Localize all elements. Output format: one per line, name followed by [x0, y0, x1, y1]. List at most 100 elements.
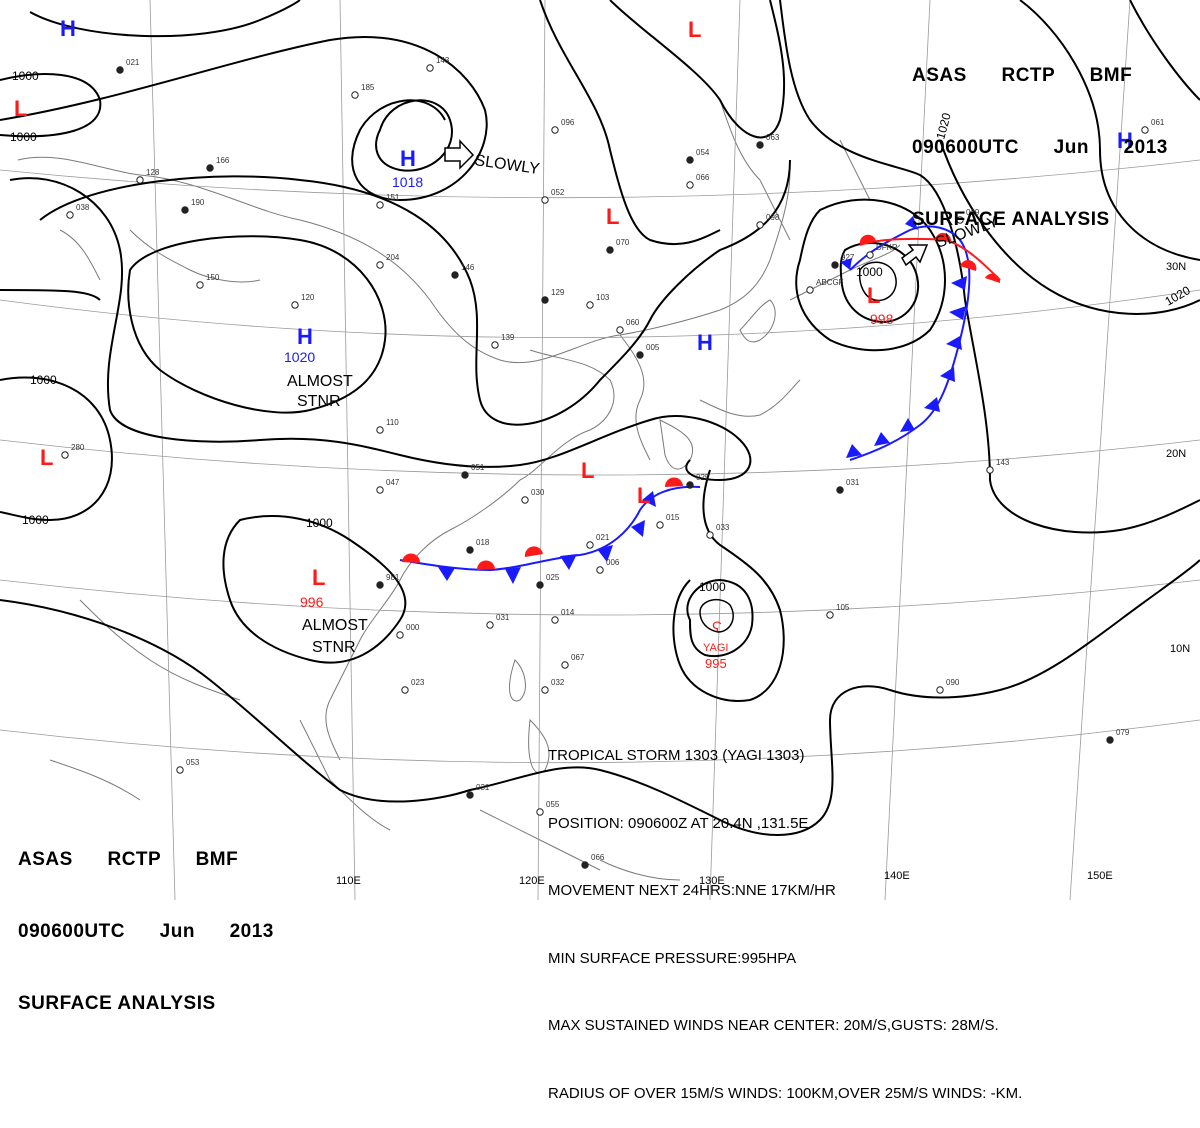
station-dot [606, 246, 614, 254]
lat-label-30n: 30N [1166, 261, 1186, 273]
high-mongolia: H [400, 146, 416, 171]
storm-info-winds: MAX SUSTAINED WINDS NEAR CENTER: 20M/S,G… [548, 1017, 999, 1034]
station-number: ABCGF [816, 278, 844, 287]
station-number: 055 [546, 800, 560, 809]
station-number: 000 [406, 623, 420, 632]
header-top-agency: ASAS [912, 65, 967, 86]
arrow-slowly-mongolia [444, 139, 475, 170]
station-number: 105 [836, 603, 850, 612]
low-north: L [688, 17, 701, 42]
header-top-time: 090600UTC [912, 137, 1019, 158]
stationary-front-south [399, 477, 701, 584]
station-dot [376, 201, 384, 209]
station-number: 053 [186, 758, 200, 767]
station-dot [136, 176, 144, 184]
station-dot [826, 611, 834, 619]
header-bottom-product: BMF [195, 849, 239, 870]
header-top-line3: SURFACE ANALYSIS [912, 209, 1110, 230]
header-top-year: 2013 [1123, 137, 1168, 158]
station-dot [61, 451, 69, 459]
station-number: 166 [216, 156, 230, 165]
station-dot [616, 326, 624, 334]
station-number: 060 [626, 318, 640, 327]
station-dot [756, 141, 764, 149]
station-number: 129 [551, 288, 565, 297]
station-dot [636, 351, 644, 359]
high-east-china-sea: H [697, 330, 713, 355]
station-dot [561, 661, 569, 669]
station-dot [396, 631, 404, 639]
station-dot [1106, 736, 1114, 744]
station-number: 029 [966, 208, 980, 217]
station-dot [706, 531, 714, 539]
station-number: 981 [386, 573, 400, 582]
station-number: 066 [591, 853, 605, 862]
lat-label-10n: 10N [1170, 643, 1190, 655]
iso-1000-w-a: 1000 [30, 373, 57, 387]
header-top-line1: ASAS RCTP BMF [912, 64, 1168, 88]
high-mongolia-value: 1018 [392, 174, 423, 190]
station-number: 005 [646, 343, 660, 352]
station-number: 031 [846, 478, 860, 487]
low-far-west: L [40, 445, 53, 470]
station-dot [756, 221, 764, 229]
station-dot [196, 281, 204, 289]
station-number: 143 [996, 458, 1010, 467]
station-number: 079 [1116, 728, 1130, 737]
arrow-slowly-japan [901, 244, 929, 267]
station-dot [686, 181, 694, 189]
header-top-line2: 090600UTC Jun 2013 [912, 136, 1168, 160]
header-top: ASAS RCTP BMF 090600UTC Jun 2013 SURFACE… [912, 16, 1168, 256]
header-bottom-year: 2013 [229, 921, 274, 942]
high-tibet-value: 1020 [284, 349, 315, 365]
station-dot [586, 301, 594, 309]
station-number: 025 [546, 573, 560, 582]
header-top-month: Jun [1053, 137, 1089, 158]
high-nw-corner: H [60, 16, 76, 41]
iso-1000-w-b: 1000 [22, 513, 49, 527]
station-dot [541, 296, 549, 304]
station-dot [541, 686, 549, 694]
station-dot [686, 156, 694, 164]
station-number: 021 [596, 533, 610, 542]
station-dot [831, 261, 839, 269]
iso-1000-yagi: 1000 [699, 580, 726, 594]
station-number: 015 [666, 513, 680, 522]
low-taiwan: L [637, 483, 650, 508]
low-indochina: L [312, 565, 325, 590]
station-number: 054 [696, 148, 710, 157]
station-dot [426, 64, 434, 72]
station-number: 110 [386, 418, 399, 427]
iso-1000-scs: 1000 [306, 516, 333, 530]
station-dot [836, 486, 844, 494]
station-dot [986, 466, 994, 474]
storm-info-block: TROPICAL STORM 1303 (YAGI 1303) POSITION… [548, 700, 1022, 1128]
station-number: 067 [571, 653, 585, 662]
station-number: 204 [386, 253, 400, 262]
storm-info-position: POSITION: 090600Z AT 20.4N ,131.5E. [548, 814, 813, 832]
station-dot [451, 271, 459, 279]
station-number: 025 [696, 473, 710, 482]
station-number: 927 [841, 253, 855, 262]
iso-1000-japan: 1000 [856, 265, 883, 279]
station-dot [1141, 126, 1149, 134]
station-number: 018 [476, 538, 490, 547]
storm-info-movement: MOVEMENT NEXT 24HRS:NNE 17KM/HR [548, 882, 836, 899]
station-number: 047 [386, 478, 400, 487]
storm-info-title: TROPICAL STORM 1303 (YAGI 1303) [548, 747, 805, 764]
station-dot [956, 216, 964, 224]
station-number: 031 [476, 783, 490, 792]
station-dot [486, 621, 494, 629]
station-number: 096 [561, 118, 575, 127]
station-dot [206, 164, 214, 172]
yagi-pressure: 995 [705, 656, 727, 671]
station-dot [176, 766, 184, 774]
lon-label-150e: 150E [1087, 870, 1113, 882]
yagi-name: YAGI [703, 642, 728, 654]
station-dot [376, 486, 384, 494]
warm-front-japan [859, 232, 1001, 283]
station-dot [466, 546, 474, 554]
station-dot [291, 301, 299, 309]
station-dot [351, 91, 359, 99]
lat-label-20n: 20N [1166, 448, 1186, 460]
